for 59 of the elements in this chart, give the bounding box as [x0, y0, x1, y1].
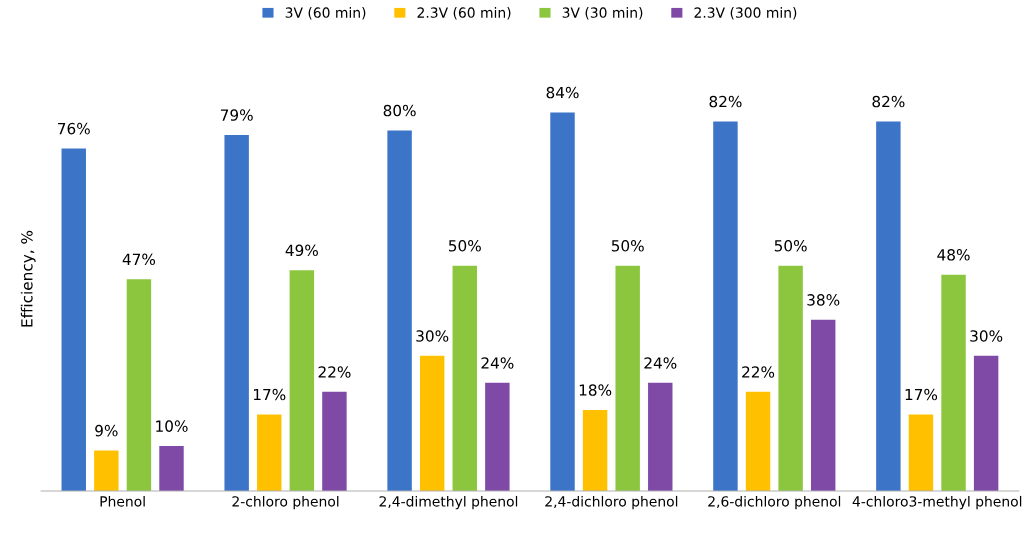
data-label: 24% [644, 357, 677, 369]
bar [419, 355, 445, 492]
bar [224, 134, 249, 492]
legend-label: 2.3V (60 min) [417, 7, 511, 20]
x-tick-label: 2,4-dichloro phenol [545, 495, 678, 510]
data-label: 82% [709, 95, 742, 108]
bar [745, 391, 771, 492]
bar [159, 445, 184, 492]
bar [648, 382, 673, 492]
bar [582, 409, 608, 492]
bar [289, 270, 315, 492]
x-tick-label: 2-chloro phenol [232, 495, 339, 510]
bar [452, 265, 477, 492]
data-label: 49% [285, 244, 318, 257]
data-label: 22% [742, 366, 775, 378]
data-label: 50% [774, 240, 807, 252]
x-tick-label: Phenol [100, 495, 145, 507]
bar [876, 121, 901, 492]
data-label: 82% [872, 95, 905, 108]
x-tick-label: 2,4-dimethyl phenol [379, 495, 518, 510]
data-label: 79% [220, 109, 253, 121]
data-label: 18% [579, 384, 612, 396]
bar [257, 414, 282, 492]
data-label: 76% [58, 122, 90, 135]
bar [61, 148, 86, 492]
x-tick-label: 2,6-dichloro phenol [708, 495, 841, 510]
bar [615, 265, 640, 492]
data-label: 22% [318, 366, 351, 378]
data-label: 9% [95, 424, 118, 437]
bar [908, 414, 934, 492]
legend-label: 3V (60 min) [285, 7, 366, 20]
data-label: 50% [611, 240, 644, 252]
bar [550, 112, 575, 492]
data-label: 17% [253, 388, 286, 401]
data-label: 17% [905, 388, 938, 401]
bar [126, 279, 152, 492]
data-label: 10% [156, 420, 188, 432]
data-label: 24% [481, 357, 514, 369]
data-label: 48% [937, 249, 970, 261]
legend-label: 2.3V (300 min) [694, 7, 797, 20]
x-tick-label: 4-chloro3-methyl phenol [852, 495, 1022, 510]
data-label: 84% [546, 86, 579, 99]
bar [973, 355, 999, 492]
data-label: 47% [122, 253, 156, 266]
bar [322, 391, 347, 492]
data-label: 50% [448, 240, 481, 252]
bar [941, 274, 966, 492]
bar [94, 450, 119, 492]
bar [485, 382, 510, 492]
bar [713, 121, 738, 492]
data-label: 38% [807, 294, 840, 306]
legend-label: 3V (30 min) [562, 7, 643, 20]
bar [810, 319, 836, 492]
data-label: 30% [416, 330, 449, 342]
data-label: 80% [383, 104, 416, 117]
bar [778, 265, 803, 492]
bar [387, 130, 412, 492]
data-label: 30% [970, 330, 1003, 342]
y-axis-title: Efficiency, % [20, 230, 36, 327]
